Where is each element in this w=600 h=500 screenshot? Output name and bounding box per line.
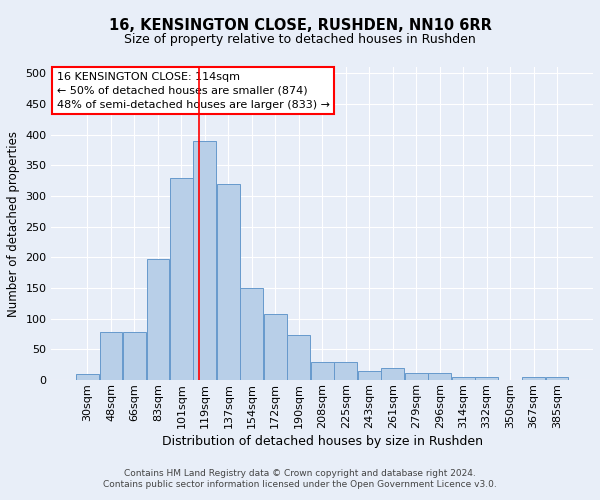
Text: Contains public sector information licensed under the Open Government Licence v3: Contains public sector information licen… bbox=[103, 480, 497, 489]
Bar bbox=[123, 332, 146, 380]
X-axis label: Distribution of detached houses by size in Rushden: Distribution of detached houses by size … bbox=[162, 435, 483, 448]
Bar bbox=[264, 314, 287, 380]
Bar bbox=[334, 362, 357, 380]
Bar bbox=[522, 377, 545, 380]
Bar bbox=[382, 368, 404, 380]
Bar bbox=[217, 184, 240, 380]
Bar bbox=[287, 336, 310, 380]
Bar bbox=[193, 140, 216, 380]
Bar bbox=[452, 377, 475, 380]
Bar bbox=[146, 258, 169, 380]
Y-axis label: Number of detached properties: Number of detached properties bbox=[7, 130, 20, 316]
Text: Contains HM Land Registry data © Crown copyright and database right 2024.: Contains HM Land Registry data © Crown c… bbox=[124, 468, 476, 477]
Text: 16 KENSINGTON CLOSE: 114sqm
← 50% of detached houses are smaller (874)
48% of se: 16 KENSINGTON CLOSE: 114sqm ← 50% of det… bbox=[57, 72, 330, 110]
Bar bbox=[475, 377, 498, 380]
Bar bbox=[358, 371, 380, 380]
Bar bbox=[76, 374, 99, 380]
Bar bbox=[100, 332, 122, 380]
Bar bbox=[545, 377, 568, 380]
Bar bbox=[241, 288, 263, 380]
Bar bbox=[428, 373, 451, 380]
Bar bbox=[405, 373, 428, 380]
Text: Size of property relative to detached houses in Rushden: Size of property relative to detached ho… bbox=[124, 32, 476, 46]
Text: 16, KENSINGTON CLOSE, RUSHDEN, NN10 6RR: 16, KENSINGTON CLOSE, RUSHDEN, NN10 6RR bbox=[109, 18, 491, 32]
Bar bbox=[170, 178, 193, 380]
Bar bbox=[311, 362, 334, 380]
